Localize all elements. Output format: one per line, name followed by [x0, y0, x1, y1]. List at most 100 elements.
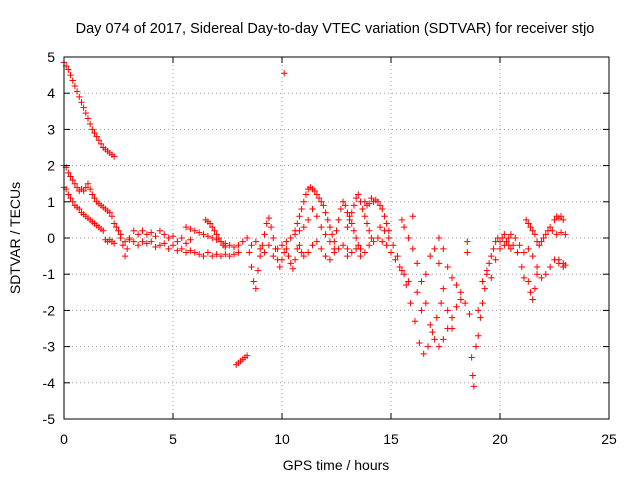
data-point: [431, 336, 438, 343]
data-point: [400, 271, 408, 278]
data-point: [156, 227, 164, 234]
data-point: [283, 238, 290, 245]
x-tick-label: 0: [60, 431, 68, 447]
data-point: [121, 238, 129, 245]
data-point: [457, 289, 464, 296]
data-point: [527, 223, 534, 231]
data-point: [383, 242, 390, 249]
data-point: [67, 173, 74, 180]
data-point: [86, 185, 94, 193]
data-point: [440, 285, 447, 292]
data-point: [409, 213, 416, 220]
data-point: [370, 238, 377, 245]
data-point: [139, 227, 146, 234]
data-point: [82, 109, 89, 117]
data-point: [86, 120, 94, 128]
data-point: [243, 234, 251, 242]
data-point: [326, 256, 334, 263]
data-point: [433, 314, 440, 321]
data-point: [361, 213, 369, 220]
data-point: [501, 242, 508, 249]
data-point: [280, 70, 288, 77]
data-point: [344, 252, 351, 260]
data-point: [73, 88, 81, 95]
data-point: [222, 243, 229, 251]
data-point: [298, 205, 305, 213]
data-point: [110, 153, 118, 160]
data-point: [280, 249, 288, 256]
data-point: [80, 104, 87, 111]
data-point: [274, 245, 281, 253]
data-point: [165, 245, 172, 253]
data-point: [348, 220, 355, 227]
data-point: [91, 194, 98, 202]
data-point: [152, 243, 159, 251]
y-tick-label: -3: [43, 339, 56, 355]
data-point: [296, 213, 303, 220]
data-point: [424, 343, 432, 350]
data-point: [529, 227, 536, 234]
data-point: [191, 227, 198, 234]
data-point: [557, 229, 565, 236]
data-point: [529, 252, 536, 260]
data-point: [328, 231, 336, 238]
data-point: [289, 265, 297, 272]
data-point: [331, 238, 338, 245]
data-point: [435, 343, 443, 350]
data-point: [95, 137, 103, 144]
data-point: [479, 299, 486, 307]
data-point: [540, 234, 547, 242]
data-point: [276, 263, 284, 271]
data-point: [130, 227, 137, 234]
y-tick-label: 3: [47, 121, 55, 137]
data-point: [243, 352, 251, 359]
data-point: [117, 234, 124, 242]
data-point: [226, 242, 233, 249]
data-point: [472, 343, 480, 350]
data-point: [505, 234, 512, 242]
data-point: [174, 247, 181, 254]
data-point: [416, 339, 423, 347]
data-point: [503, 238, 510, 245]
data-point: [84, 180, 92, 187]
data-point: [475, 332, 482, 339]
data-point: [324, 216, 331, 224]
data-point: [65, 191, 72, 198]
data-point: [291, 227, 299, 234]
data-point: [309, 242, 316, 249]
data-point: [366, 242, 373, 249]
data-point: [542, 271, 549, 278]
data-point: [396, 263, 403, 271]
data-point: [300, 223, 307, 231]
data-point: [546, 263, 554, 271]
data-point: [65, 66, 72, 73]
data-point: [335, 245, 342, 253]
data-point: [161, 240, 168, 247]
data-point: [261, 231, 268, 238]
data-point: [392, 256, 399, 263]
data-point: [461, 299, 469, 307]
data-point: [270, 234, 277, 242]
data-point: [235, 242, 242, 249]
data-point: [82, 184, 89, 191]
chart-title: Day 074 of 2017, Sidereal Day-to-day VTE…: [76, 21, 595, 37]
data-point: [418, 278, 425, 285]
data-point: [200, 231, 207, 238]
data-point: [195, 229, 203, 236]
x-tick-label: 15: [383, 431, 399, 447]
data-point: [100, 227, 107, 234]
data-point: [420, 350, 427, 358]
data-point: [93, 133, 100, 140]
data-point: [485, 260, 493, 267]
data-point: [437, 299, 445, 307]
data-point: [204, 249, 212, 256]
data-point: [267, 223, 275, 231]
data-point: [65, 169, 72, 177]
data-point: [257, 245, 264, 253]
data-point: [368, 194, 375, 202]
data-point: [363, 220, 371, 227]
data-point: [427, 252, 434, 260]
data-point: [440, 245, 447, 253]
data-point: [413, 289, 421, 296]
data-point: [97, 140, 105, 148]
